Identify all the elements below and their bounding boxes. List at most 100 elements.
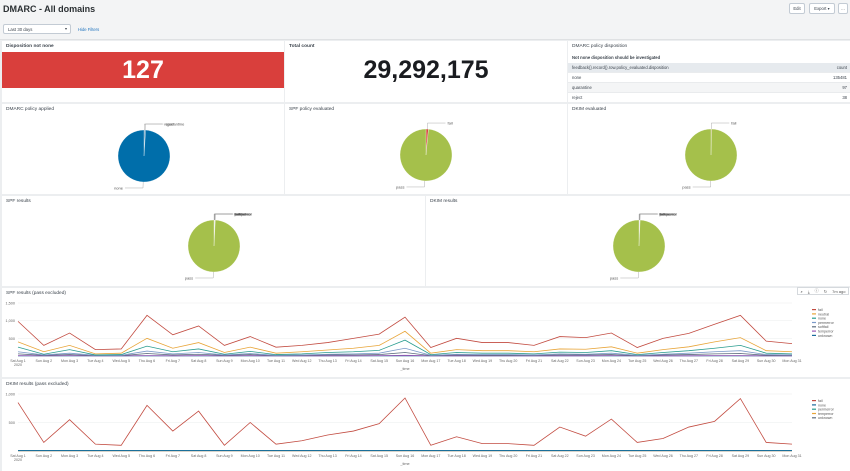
pie-slice-pass[interactable] bbox=[684, 128, 738, 182]
pie-leader-line bbox=[427, 122, 446, 130]
legend-swatch bbox=[812, 408, 816, 410]
x-tick-label: Fri Aug 21 bbox=[526, 454, 542, 458]
y-tick-label: 1,000 bbox=[5, 319, 15, 323]
x-tick-label: Tue Aug 4 bbox=[87, 454, 103, 458]
x-tick-label: Wed Aug 19 bbox=[473, 454, 493, 458]
more-button[interactable]: ... bbox=[838, 3, 848, 14]
edit-button[interactable]: Edit bbox=[789, 3, 805, 14]
dkim-results-panel: DKIM results unknown temperror permerror fa… bbox=[426, 196, 850, 286]
search-icon[interactable]: ⌕ bbox=[800, 288, 803, 294]
download-icon[interactable]: ⤓ bbox=[807, 288, 810, 294]
legend-label[interactable]: neutral bbox=[818, 312, 829, 316]
legend-swatch bbox=[812, 417, 816, 419]
legend-label[interactable]: fail bbox=[818, 308, 823, 312]
legend-swatch bbox=[812, 313, 816, 315]
pie-leader-line bbox=[124, 181, 144, 189]
x-tick-label: Sat Aug 22 bbox=[551, 454, 569, 458]
table-row[interactable]: reject 38 bbox=[568, 93, 850, 102]
x-tick-label: Sat Aug 22 bbox=[551, 359, 569, 363]
x-tick-label: Sat Aug 8 bbox=[191, 454, 207, 458]
x-tick-label: Sat Aug 29 bbox=[732, 359, 750, 363]
column-header[interactable]: feedback{}.record{}.row.policy_evaluated… bbox=[572, 65, 669, 70]
pie-slice-pass[interactable] bbox=[612, 219, 666, 273]
x-tick-label: Sun Aug 30 bbox=[757, 454, 776, 458]
table-row[interactable]: none 135481 bbox=[568, 73, 850, 83]
x-tick-label: Mon Aug 10 bbox=[241, 454, 260, 458]
x-tick-label: Sat Aug 8 bbox=[191, 359, 207, 363]
legend-label[interactable]: permerror bbox=[818, 408, 835, 412]
legend-label[interactable]: permerror bbox=[818, 321, 835, 325]
legend-label[interactable]: none bbox=[818, 317, 826, 321]
series-line-fail[interactable] bbox=[17, 314, 793, 351]
x-tick-label: Thu Aug 13 bbox=[318, 454, 336, 458]
chevron-down-icon: ▾ bbox=[827, 6, 830, 11]
series-line-temperror[interactable] bbox=[17, 354, 792, 357]
series-line-fail[interactable] bbox=[17, 397, 793, 446]
legend-label[interactable]: none bbox=[818, 403, 826, 407]
legend-label[interactable]: unknown bbox=[818, 334, 832, 338]
x-tick-label: Thu Aug 13 bbox=[318, 359, 336, 363]
table-row[interactable]: quarantine 97 bbox=[568, 83, 850, 93]
pie-chart: fail pass bbox=[682, 121, 738, 189]
legend-label[interactable]: temperror bbox=[818, 412, 834, 416]
series-line-neutral[interactable] bbox=[17, 330, 793, 355]
dkim-evaluated-panel: DKIM evaluated fail pass bbox=[568, 104, 850, 194]
legend-swatch bbox=[812, 317, 816, 319]
pie-leader-line bbox=[195, 271, 214, 279]
legend-label[interactable]: softfail bbox=[818, 325, 829, 329]
x-tick-label: Sat Aug 15 bbox=[370, 454, 388, 458]
x-tick-label: Fri Aug 14 bbox=[345, 359, 361, 363]
export-button[interactable]: Export ▾ bbox=[809, 3, 835, 14]
column-header[interactable]: count bbox=[836, 65, 847, 70]
x-tick-label: Wed Aug 26 bbox=[653, 359, 673, 363]
x-tick-label: Sun Aug 16 bbox=[396, 359, 415, 363]
x-tick-label: Thu Aug 6 bbox=[139, 454, 155, 458]
pie-leader-line bbox=[639, 213, 658, 221]
pie-label: none bbox=[235, 212, 245, 217]
x-tick-label: Wed Aug 26 bbox=[653, 454, 673, 458]
inspect-icon[interactable]: ⓘ bbox=[814, 288, 819, 293]
x-tick-label: Wed Aug 12 bbox=[292, 454, 312, 458]
x-tick-label: Tue Aug 11 bbox=[267, 359, 285, 363]
policy-disposition-panel: DMARC policy disposition Not none dispos… bbox=[568, 41, 850, 102]
x-tick-label: Sun Aug 23 bbox=[576, 359, 595, 363]
refresh-icon[interactable]: ↻ bbox=[823, 288, 828, 294]
row-name: quarantine bbox=[572, 85, 592, 90]
panel-title: Total count bbox=[289, 44, 315, 49]
pie-leader-line bbox=[406, 180, 425, 188]
disposition-table: Not none disposition should be investiga… bbox=[568, 52, 850, 102]
pie-leader-line bbox=[213, 213, 233, 221]
x-tick-label: Sat Aug 1 bbox=[10, 454, 26, 458]
row-count: 135481 bbox=[833, 75, 847, 80]
pie-leader-line bbox=[214, 213, 233, 221]
pie-slice-none[interactable] bbox=[117, 129, 171, 183]
hide-filters-link[interactable]: Hide Filters bbox=[78, 27, 100, 32]
pie-slice-pass[interactable] bbox=[187, 219, 241, 273]
panel-title: SPF policy evaluated bbox=[289, 107, 335, 112]
time-range-picker[interactable]: Last 30 days ▾ bbox=[3, 24, 71, 34]
disposition-value: 127 bbox=[2, 52, 284, 88]
legend-label[interactable]: unknown bbox=[818, 416, 832, 420]
x-tick-label: Mon Aug 31 bbox=[782, 454, 801, 458]
x-tick-label: Thu Aug 20 bbox=[499, 454, 517, 458]
x-tick-label: Tue Aug 4 bbox=[87, 359, 103, 363]
series-line-none[interactable] bbox=[17, 339, 793, 356]
x-tick-label: Thu Aug 27 bbox=[680, 359, 698, 363]
x-axis-label: _time bbox=[399, 462, 409, 466]
pie-slice-pass[interactable] bbox=[399, 128, 453, 182]
legend-label[interactable]: fail bbox=[818, 399, 823, 403]
pie-leader-line bbox=[144, 123, 163, 131]
x-tick-label: Thu Aug 20 bbox=[499, 359, 517, 363]
series-line-softfail[interactable] bbox=[17, 352, 792, 357]
table-header: feedback{}.record{}.row.policy_evaluated… bbox=[568, 63, 850, 73]
pie-chart: fail pass bbox=[396, 121, 453, 190]
pie-label: permerror bbox=[235, 212, 253, 217]
x-tick-label: Fri Aug 7 bbox=[166, 359, 180, 363]
series-line-permerror[interactable] bbox=[17, 347, 793, 356]
legend-label[interactable]: temperror bbox=[818, 330, 834, 334]
pie-label: unknown bbox=[234, 212, 250, 217]
x-tick-label: Mon Aug 3 bbox=[61, 454, 78, 458]
x-tick-label: Sun Aug 2 bbox=[36, 359, 53, 363]
pie-leader-line bbox=[214, 213, 233, 221]
legend-swatch bbox=[812, 334, 816, 336]
